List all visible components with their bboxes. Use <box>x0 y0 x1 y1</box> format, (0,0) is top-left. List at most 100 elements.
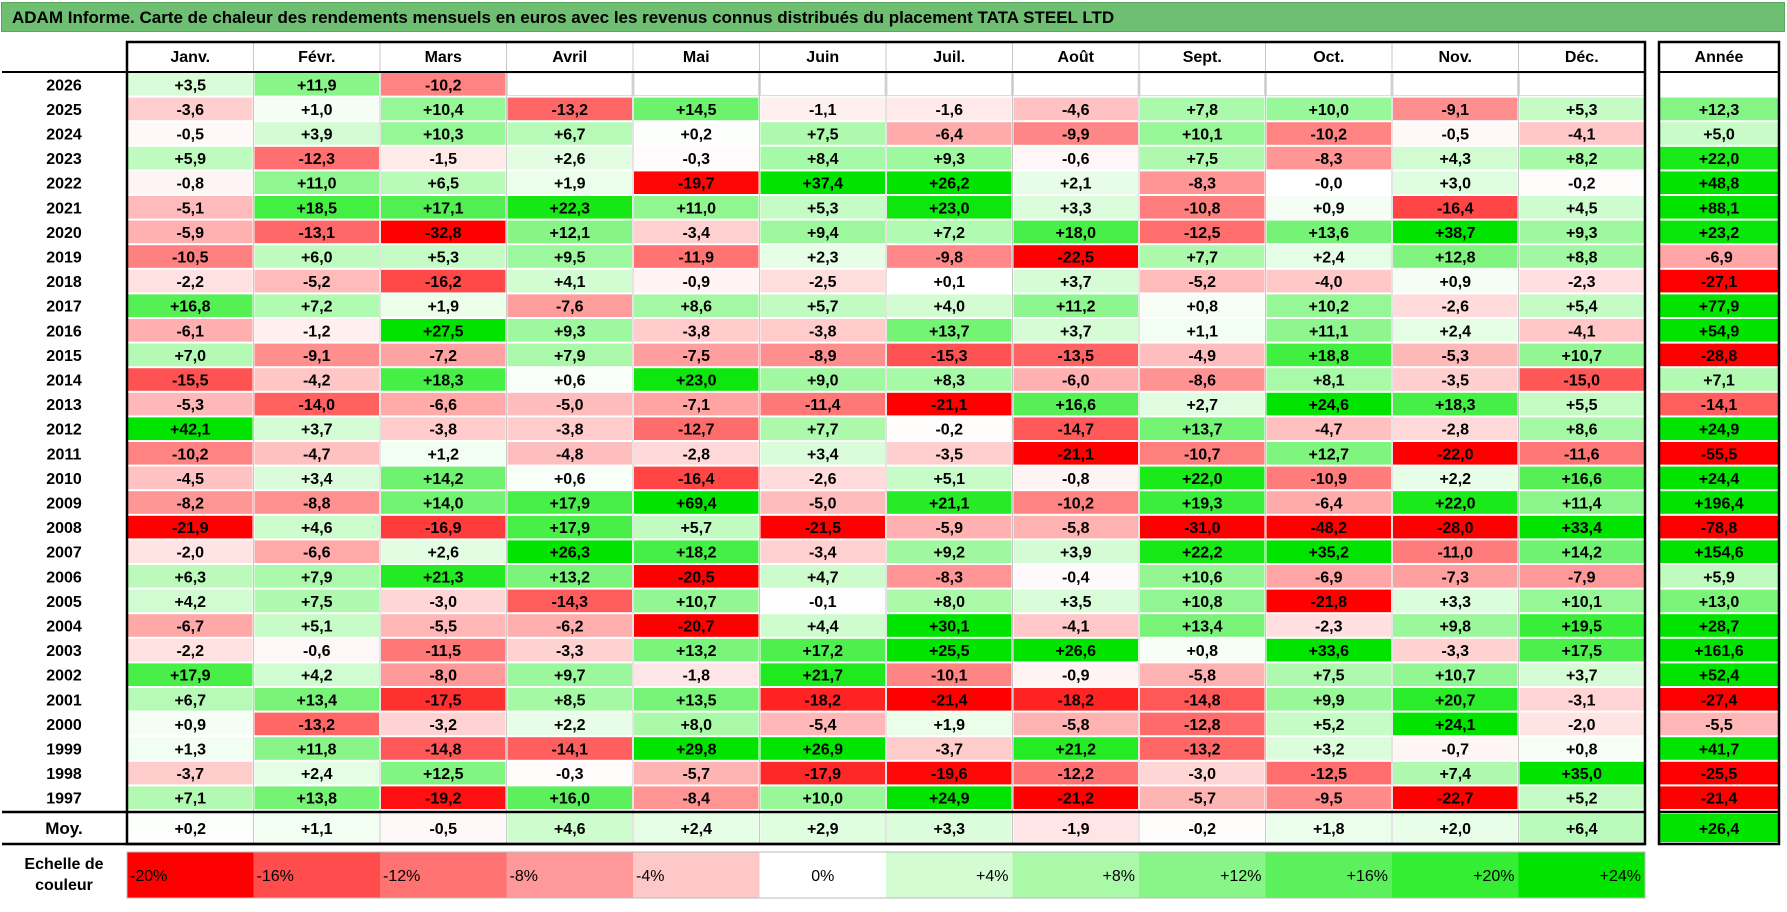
heat-cell <box>1266 220 1391 244</box>
cell-value-label: +7,4 <box>1439 766 1471 783</box>
month-header: Janv. <box>170 49 210 66</box>
heat-cell <box>507 294 632 317</box>
heat-cell <box>1266 122 1391 145</box>
heat-cell <box>1266 196 1391 219</box>
cell-value-label: -2,2 <box>176 274 204 291</box>
cell-value-label: +3,4 <box>301 471 333 488</box>
month-header: Mai <box>683 49 710 66</box>
heat-cell <box>1140 688 1265 711</box>
cell-value-label: +17,1 <box>423 200 464 217</box>
heat-cell <box>1393 515 1518 539</box>
heat-cell <box>760 565 885 588</box>
heat-cell <box>1013 688 1138 711</box>
heat-cell <box>634 737 759 760</box>
cell-value-label: +3,9 <box>301 127 333 144</box>
heat-cell <box>381 417 506 440</box>
cell-value-label: +17,9 <box>550 496 591 513</box>
heat-cell <box>128 663 253 686</box>
heat-cell <box>507 688 632 711</box>
cell-value-label: -2,6 <box>809 471 837 488</box>
annual-value-label: +41,7 <box>1699 742 1740 759</box>
annual-cell <box>1660 737 1778 760</box>
year-label: 2020 <box>46 225 82 242</box>
heat-cell <box>760 712 885 736</box>
heat-cell <box>1140 196 1265 219</box>
cell-value-label: -16,2 <box>425 274 462 291</box>
cell-value-label: +7,5 <box>1186 151 1218 168</box>
cell-value-label: -8,8 <box>303 496 331 513</box>
heat-cell <box>507 589 632 613</box>
heat-cell <box>887 319 1012 342</box>
year-label: 2001 <box>46 692 82 709</box>
cell-value-label: +11,9 <box>297 77 337 94</box>
cell-value-label: +10,1 <box>1562 594 1603 611</box>
cell-value-label: +4,2 <box>174 594 206 611</box>
annual-cell <box>1660 638 1778 662</box>
heat-cell <box>381 319 506 342</box>
heat-cell <box>1393 146 1518 170</box>
cell-value-label: +8,1 <box>1313 373 1345 390</box>
color-scale-tick-label: +24% <box>1600 868 1641 885</box>
annual-cell <box>1660 196 1778 219</box>
cell-value-label: -21,4 <box>931 692 968 709</box>
cell-value-label: -18,2 <box>805 692 842 709</box>
heat-cell <box>128 392 253 416</box>
heat-cell <box>1519 614 1644 637</box>
cell-value-label: +9,2 <box>933 545 965 562</box>
cell-value-label: -8,4 <box>682 791 710 808</box>
heat-cell <box>1140 368 1265 391</box>
heat-cell <box>760 786 885 809</box>
heat-cell <box>1393 540 1518 563</box>
heat-cell <box>1266 294 1391 317</box>
cell-value-label: +22,0 <box>1182 471 1223 488</box>
cell-value-label: +26,3 <box>550 545 591 562</box>
heat-cell <box>1393 122 1518 145</box>
cell-value-label: +8,2 <box>1566 151 1598 168</box>
cell-value-label: +24,6 <box>1309 397 1350 414</box>
cell-value-label: +3,5 <box>1060 594 1092 611</box>
annual-value-label: +88,1 <box>1699 200 1740 217</box>
heat-cell <box>1013 220 1138 244</box>
heat-cell <box>634 368 759 391</box>
heat-cell <box>1140 737 1265 760</box>
heat-cell <box>254 73 379 96</box>
heat-cell <box>381 171 506 194</box>
heat-cell <box>1393 565 1518 588</box>
cell-value-label: +0,8 <box>1186 643 1218 660</box>
heat-cell <box>254 466 379 490</box>
cell-value-label: -6,6 <box>429 397 457 414</box>
cell-value-label: -2,3 <box>1315 619 1343 636</box>
heat-cell <box>887 294 1012 317</box>
year-label: 2018 <box>46 274 82 291</box>
cell-value-label: +18,5 <box>297 200 338 217</box>
heat-cell <box>1266 319 1391 342</box>
heat-cell <box>887 589 1012 613</box>
annual-value-label: +196,4 <box>1694 496 1743 513</box>
cell-value-label: -3,8 <box>809 323 837 340</box>
heat-cell <box>254 417 379 440</box>
heat-cell <box>1013 638 1138 662</box>
cell-value-label: -0,6 <box>1062 151 1090 168</box>
annual-cell <box>1660 688 1778 711</box>
annual-cell <box>1660 171 1778 194</box>
heat-cell <box>1519 565 1644 588</box>
cell-value-label: +14,0 <box>423 496 464 513</box>
cell-value-label: +8,3 <box>933 373 965 390</box>
heat-cell <box>1519 294 1644 317</box>
cell-value-label: +9,3 <box>554 323 586 340</box>
cell-value-label: +10,2 <box>1309 299 1350 316</box>
heat-cell <box>1013 171 1138 194</box>
heat-cell <box>1266 442 1391 465</box>
heat-cell <box>1393 269 1518 293</box>
cell-value-label: +9,4 <box>807 225 839 242</box>
heat-cell <box>254 688 379 711</box>
heat-cell <box>128 73 253 96</box>
heat-cell <box>381 245 506 268</box>
cell-value-label: -15,3 <box>931 348 968 365</box>
cell-value-label: +13,6 <box>1309 225 1350 242</box>
cell-value-label: +8,0 <box>933 594 965 611</box>
heat-cell <box>1393 491 1518 514</box>
cell-value-label: +5,7 <box>680 520 712 537</box>
heat-cell <box>507 269 632 293</box>
heat-cell <box>760 466 885 490</box>
